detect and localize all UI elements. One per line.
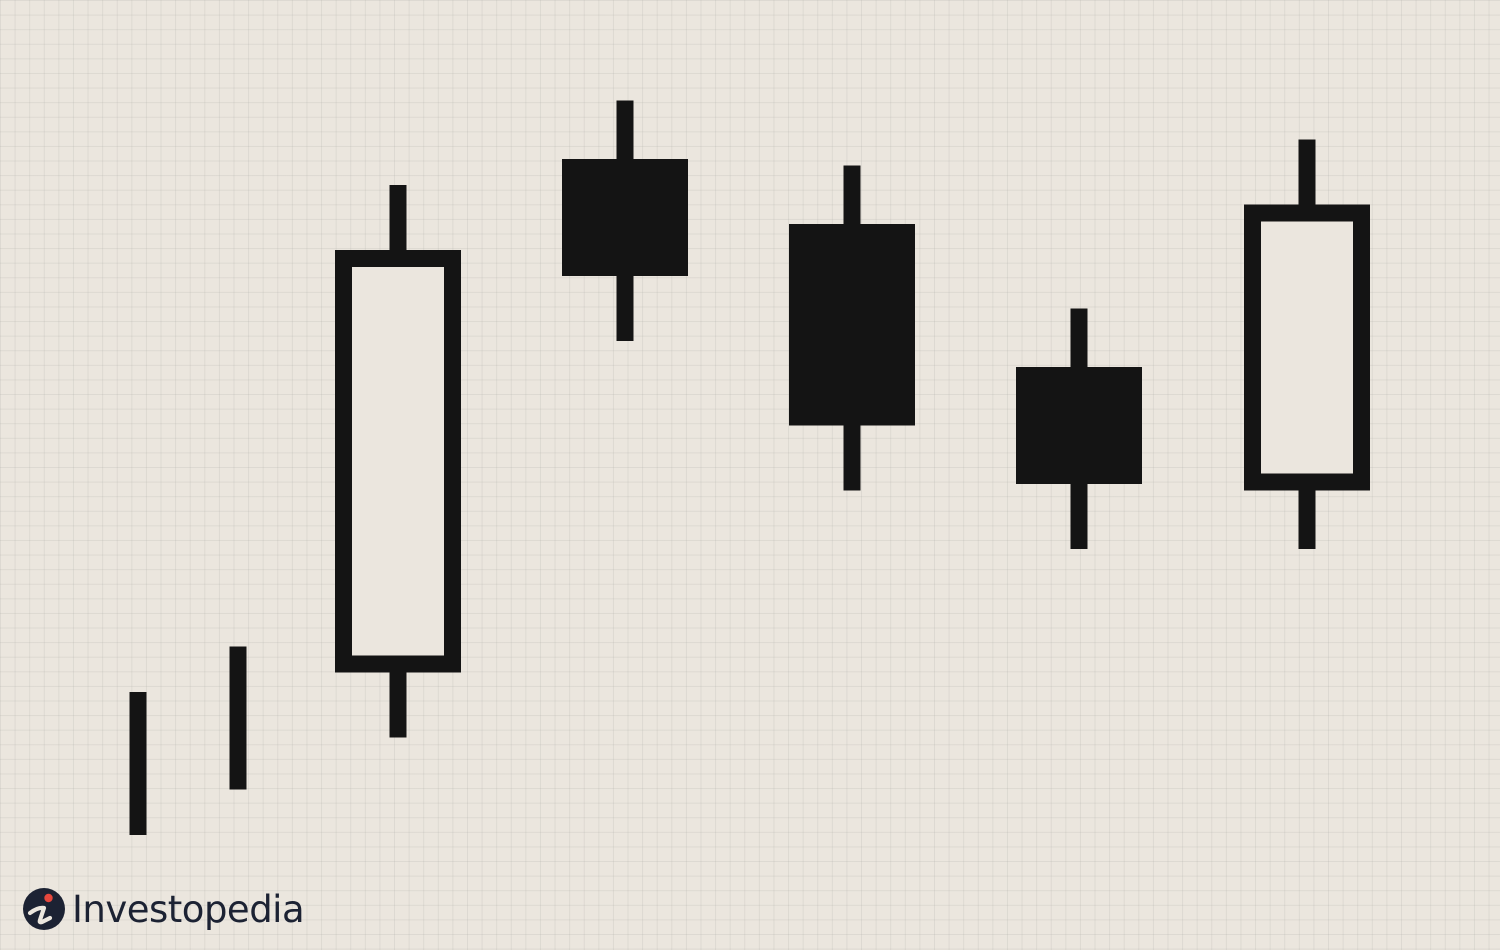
candle-lower-wick: [843, 425, 861, 491]
candle-lower-wick: [1070, 484, 1088, 549]
candle-body-hollow: [352, 267, 444, 656]
candle-body-hollow: [1261, 221, 1353, 474]
brand-logo: Investopedia: [22, 884, 305, 934]
candle-upper-wick: [1298, 139, 1316, 205]
investopedia-logo-icon: [23, 888, 65, 930]
candle-5: [789, 165, 915, 491]
candle-1: [129, 692, 147, 835]
candle-line-mark: [229, 646, 247, 790]
candle-2: [229, 646, 247, 790]
candle-lower-wick: [616, 276, 634, 341]
candle-upper-wick: [389, 185, 407, 250]
candle-body-filled: [789, 224, 915, 426]
candle-upper-wick: [1070, 308, 1088, 367]
candle-line-mark: [129, 692, 147, 835]
candle-6: [1016, 308, 1142, 549]
candle-body-filled: [1016, 367, 1142, 484]
candle-7: [1244, 139, 1370, 549]
candle-lower-wick: [389, 672, 407, 738]
candle-upper-wick: [616, 100, 634, 159]
candle-lower-wick: [1298, 490, 1316, 549]
candle-3: [335, 185, 461, 738]
brand-name: Investopedia: [72, 887, 305, 931]
candle-body-filled: [562, 159, 688, 276]
candle-4: [562, 100, 688, 341]
candle-upper-wick: [843, 165, 861, 224]
